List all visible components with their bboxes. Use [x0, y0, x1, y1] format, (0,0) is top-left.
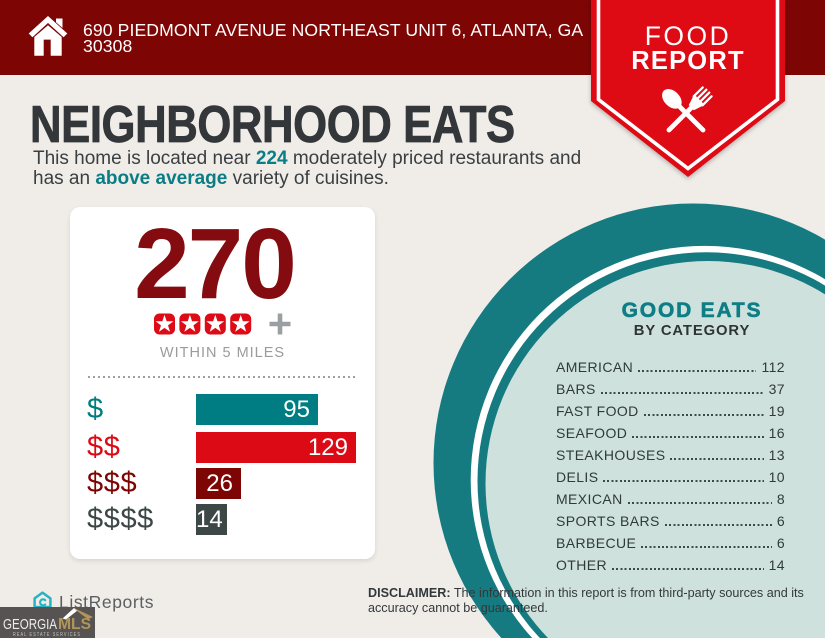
svg-text:MLS: MLS [58, 616, 91, 633]
svg-text:GEORGIA: GEORGIA [3, 616, 57, 633]
svg-text:REAL ESTATE SERVICES: REAL ESTATE SERVICES [13, 632, 81, 638]
